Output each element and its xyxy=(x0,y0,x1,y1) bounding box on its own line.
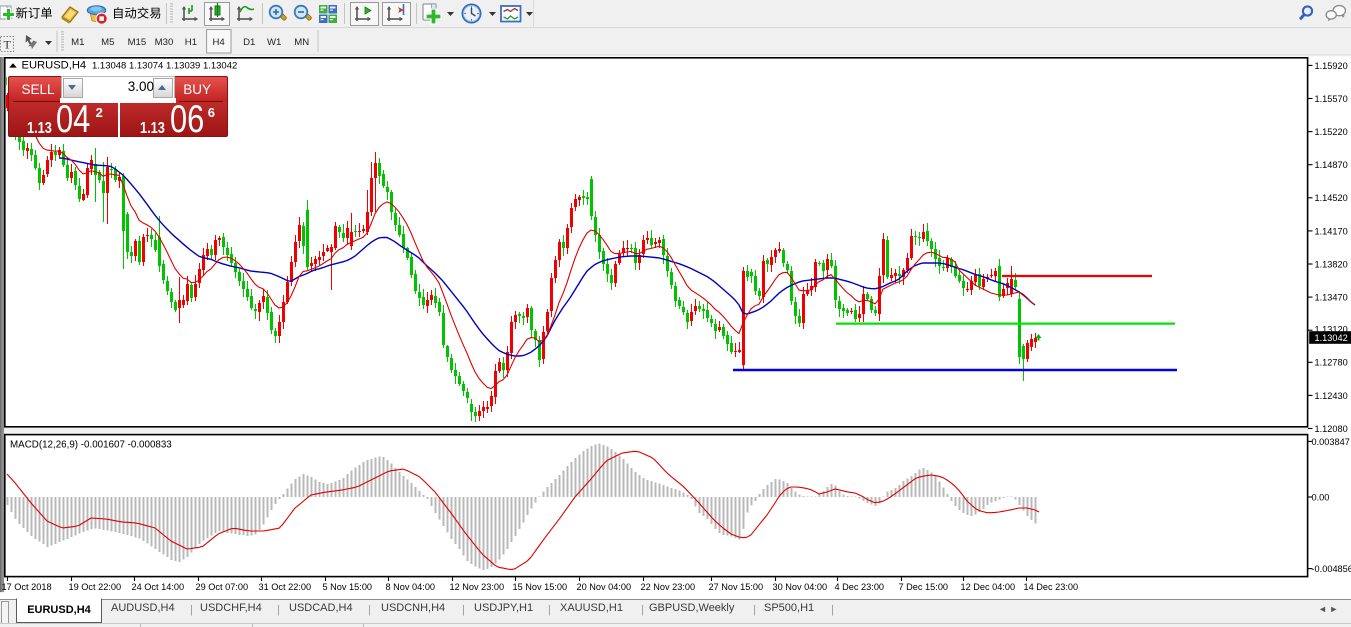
svg-text:1.12430: 1.12430 xyxy=(1315,391,1348,401)
svg-text:8 Nov 04:00: 8 Nov 04:00 xyxy=(386,582,436,592)
svg-text:29 Oct 07:00: 29 Oct 07:00 xyxy=(196,582,249,592)
svg-text:D1: D1 xyxy=(243,37,255,48)
svg-text:22 Nov 23:00: 22 Nov 23:00 xyxy=(641,582,696,592)
svg-text:M1: M1 xyxy=(71,37,84,48)
svg-text:EURUSD,H4: EURUSD,H4 xyxy=(22,60,87,72)
svg-text:17 Oct 2018: 17 Oct 2018 xyxy=(2,582,52,592)
svg-text:20 Nov 04:00: 20 Nov 04:00 xyxy=(577,582,632,592)
svg-text:1.13120: 1.13120 xyxy=(1315,324,1348,334)
svg-text:1.12080: 1.12080 xyxy=(1315,424,1348,434)
svg-text:24 Oct 14:00: 24 Oct 14:00 xyxy=(132,582,185,592)
svg-text:1.13048 1.13074 1.13039 1.1304: 1.13048 1.13074 1.13039 1.13042 xyxy=(92,61,237,72)
svg-text:-0.004856: -0.004856 xyxy=(1312,564,1351,574)
svg-text:1.13042: 1.13042 xyxy=(1315,333,1348,343)
svg-text:1.13470: 1.13470 xyxy=(1315,293,1348,303)
svg-text:W1: W1 xyxy=(267,37,281,48)
svg-text:5 Nov 15:00: 5 Nov 15:00 xyxy=(323,582,373,592)
svg-text:15 Nov 15:00: 15 Nov 15:00 xyxy=(513,582,568,592)
svg-text:MACD(12,26,9) -0.001607 -0.000: MACD(12,26,9) -0.001607 -0.000833 xyxy=(10,440,172,451)
svg-text:1.15220: 1.15220 xyxy=(1315,127,1348,137)
svg-text:1.15570: 1.15570 xyxy=(1315,94,1348,104)
svg-text:0.003847: 0.003847 xyxy=(1312,437,1350,447)
svg-text:4 Dec 23:00: 4 Dec 23:00 xyxy=(835,582,885,592)
svg-text:MN: MN xyxy=(294,37,309,48)
svg-text:H4: H4 xyxy=(212,37,225,48)
svg-text:14 Dec 23:00: 14 Dec 23:00 xyxy=(1024,582,1079,592)
svg-text:1.12780: 1.12780 xyxy=(1315,358,1348,368)
svg-text:M15: M15 xyxy=(128,37,147,48)
svg-text:12 Nov 23:00: 12 Nov 23:00 xyxy=(450,582,505,592)
svg-text:1.13820: 1.13820 xyxy=(1315,259,1348,269)
svg-text:19 Oct 22:00: 19 Oct 22:00 xyxy=(69,582,122,592)
svg-text:7 Dec 15:00: 7 Dec 15:00 xyxy=(899,582,949,592)
svg-text:M30: M30 xyxy=(155,37,174,48)
svg-text:1.14170: 1.14170 xyxy=(1315,226,1348,236)
svg-text:1.15920: 1.15920 xyxy=(1315,61,1348,71)
svg-text:27 Nov 15:00: 27 Nov 15:00 xyxy=(709,582,764,592)
svg-text:1.14870: 1.14870 xyxy=(1315,160,1348,170)
svg-text:M5: M5 xyxy=(101,37,114,48)
svg-text:H1: H1 xyxy=(185,37,197,48)
svg-text:31 Oct 22:00: 31 Oct 22:00 xyxy=(259,582,312,592)
svg-text:1.14520: 1.14520 xyxy=(1315,193,1348,203)
svg-text:30 Nov 04:00: 30 Nov 04:00 xyxy=(773,582,828,592)
svg-text:T: T xyxy=(4,38,12,52)
svg-text:0.00: 0.00 xyxy=(1312,492,1330,502)
svg-text:12 Dec 04:00: 12 Dec 04:00 xyxy=(961,582,1016,592)
